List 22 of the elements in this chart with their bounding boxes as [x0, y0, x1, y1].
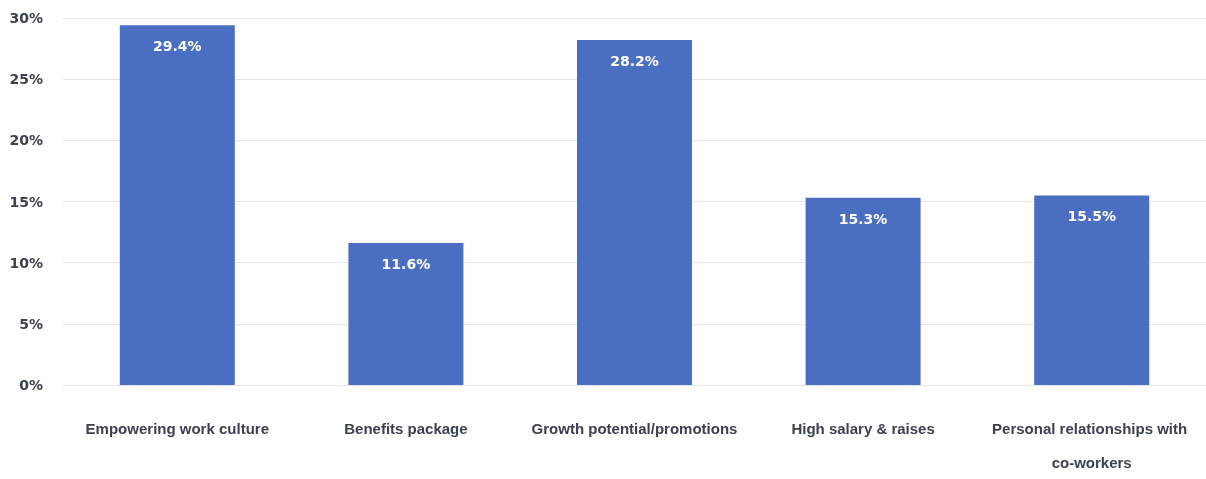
data-label: 28.2%: [610, 53, 659, 70]
y-tick-label: 0%: [19, 377, 43, 393]
y-tick-label: 15%: [9, 193, 43, 210]
y-tick-label: 10%: [9, 254, 43, 271]
bar: [348, 243, 464, 385]
x-tick-label: High salary & raises: [791, 419, 935, 437]
x-tick-label: Benefits package: [344, 419, 468, 437]
bar: [119, 25, 235, 385]
y-tick-label: 20%: [9, 132, 43, 149]
y-tick-label: 5%: [19, 315, 43, 332]
data-label: 15.3%: [838, 210, 888, 227]
bar: [577, 40, 692, 385]
y-tick-label: 25%: [9, 71, 43, 88]
y-tick-label: 30%: [9, 10, 43, 26]
x-tick-label: Personal relationships with co-workers: [992, 419, 1192, 471]
data-label: 11.6%: [381, 256, 431, 273]
data-label: 15.5%: [1067, 208, 1116, 225]
data-label: 29.4%: [153, 38, 202, 55]
bar: [1034, 195, 1150, 385]
x-tick-label: Growth potential/promotions: [531, 419, 738, 437]
bar: [805, 197, 921, 385]
x-tick-label: Empowering work culture: [85, 419, 269, 437]
